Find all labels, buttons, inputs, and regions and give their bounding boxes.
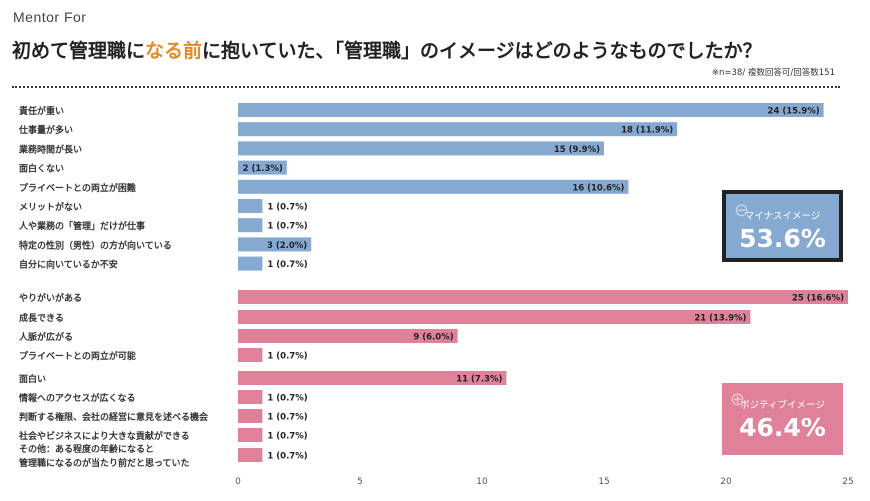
data-label: 24 (15.9%) xyxy=(768,107,820,117)
data-label: 9 (6.0%) xyxy=(413,333,453,343)
data-label: 18 (11.9%) xyxy=(621,126,673,136)
x-tick-label: 10 xyxy=(476,477,488,487)
data-label: 1 (0.7%) xyxy=(267,352,307,362)
data-label: 1 (0.7%) xyxy=(267,432,307,442)
title-part: 初めて管理職に xyxy=(12,40,146,62)
data-label: 1 (0.7%) xyxy=(267,203,307,213)
bar xyxy=(238,310,751,324)
negative-summary-label: マイナスイメージ xyxy=(744,211,821,222)
category-label: 人や業務の「管理」だけが仕事 xyxy=(18,220,145,232)
data-label: 1 (0.7%) xyxy=(267,394,307,404)
data-label: 1 (0.7%) xyxy=(267,260,307,270)
category-label: 判断する権限、会社の経営に意見を述べる機会 xyxy=(19,411,209,423)
x-tick-label: 5 xyxy=(357,477,363,487)
bar xyxy=(238,428,263,442)
category-label: メリットがない xyxy=(19,201,82,213)
data-label: 1 (0.7%) xyxy=(267,452,307,462)
bar xyxy=(238,218,263,233)
bar xyxy=(238,199,263,213)
title-highlight: なる前 xyxy=(145,40,203,62)
category-label: 社会やビジネスにより大きな貢献ができる xyxy=(18,430,190,442)
category-label: 特定の性別（男性）の方が向いている xyxy=(19,239,172,251)
data-label: 3 (2.0%) xyxy=(267,241,307,251)
bar xyxy=(238,409,263,423)
data-label: 25 (16.6%) xyxy=(792,294,844,304)
category-label: 人脈が広がる xyxy=(18,331,73,343)
category-label: プライベートとの両立が可能 xyxy=(19,350,136,362)
category-label: 成長できる xyxy=(19,312,64,324)
negative-summary-value: 53.6% xyxy=(739,224,826,253)
category-label: 情報へのアクセスが広くなる xyxy=(18,392,136,404)
category-label: 面白くない xyxy=(19,163,64,175)
category-label: やりがいがある xyxy=(19,292,82,304)
page-title: 初めて管理職になる前に抱いていた、「管理職」のイメージはどのようなものでしたか？ xyxy=(12,36,762,63)
divider xyxy=(12,86,840,88)
category-label: 責任が重い xyxy=(19,105,64,117)
positive-summary-box: ⊕ ポジティブイメージ 46.4% xyxy=(722,383,843,455)
bar xyxy=(238,103,824,117)
bar xyxy=(238,329,458,343)
category-label: 仕事量が多い xyxy=(18,124,73,136)
category-label: 自分に向いているか不安 xyxy=(19,259,118,271)
bar xyxy=(238,237,312,252)
bar xyxy=(238,371,507,385)
bar xyxy=(238,390,263,404)
x-tick-label: 20 xyxy=(720,477,732,487)
category-label: 管理職になるのが当たり前だと思っていた xyxy=(19,457,190,469)
bar xyxy=(238,122,678,137)
positive-summary-label: ポジティブイメージ xyxy=(740,400,825,411)
x-tick-label: 15 xyxy=(598,477,609,487)
logo: Mentor For xyxy=(13,9,87,25)
category-label: 面白い xyxy=(19,373,46,385)
bar xyxy=(238,348,263,362)
data-label: 16 (10.6%) xyxy=(572,183,624,193)
bar xyxy=(238,141,604,156)
data-label: 21 (13.9%) xyxy=(694,314,746,324)
data-label: 11 (7.3%) xyxy=(456,375,502,385)
category-label: 業務時間が長い xyxy=(18,143,82,155)
head-minus-icon: ⊖ xyxy=(734,200,750,221)
sample-note: ※n=38/ 複数回答可/回答数151 xyxy=(711,68,835,78)
x-tick-label: 25 xyxy=(842,477,853,487)
data-label: 1 (0.7%) xyxy=(267,222,307,232)
head-plus-icon: ⊕ xyxy=(730,389,746,410)
x-tick-label: 0 xyxy=(235,477,241,487)
bar xyxy=(238,448,263,462)
data-label: 15 (9.9%) xyxy=(554,145,600,155)
bar xyxy=(238,160,287,175)
positive-summary-value: 46.4% xyxy=(739,413,826,442)
data-label: 2 (1.3%) xyxy=(243,164,283,174)
bar xyxy=(238,179,629,194)
data-label: 1 (0.7%) xyxy=(267,413,307,423)
title-part: に抱いていた、「管理職」のイメージはどのようなものでしたか？ xyxy=(202,40,762,62)
bar xyxy=(238,290,848,304)
category-label: その他：ある程度の年齢になると xyxy=(19,443,154,455)
bar xyxy=(238,256,263,271)
negative-summary-box: ⊖ マイナスイメージ 53.6% xyxy=(722,190,843,262)
category-label: プライベートとの両立が困難 xyxy=(19,182,136,194)
